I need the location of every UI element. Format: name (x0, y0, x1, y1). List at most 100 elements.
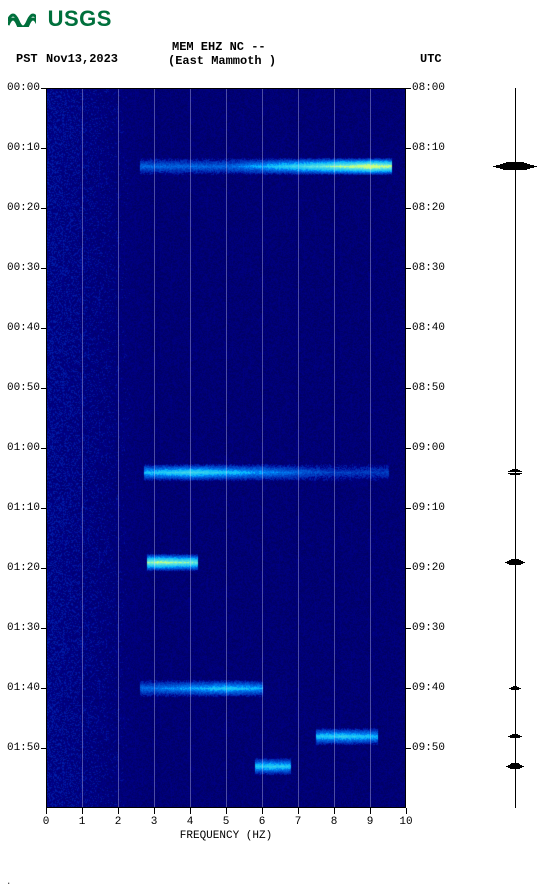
y-tick-right-label: 09:40 (412, 682, 445, 694)
usgs-logo: USGS (8, 6, 112, 32)
y-tick-left (41, 688, 46, 689)
y-tick-right-label: 08:10 (412, 142, 445, 154)
station-code: MEM EHZ NC -- (172, 40, 266, 54)
y-tick-right (406, 328, 411, 329)
amplitude-trace (490, 88, 540, 808)
y-tick-right-label: 08:40 (412, 322, 445, 334)
y-tick-right (406, 628, 411, 629)
y-tick-right-label: 09:30 (412, 622, 445, 634)
gridline (190, 88, 191, 808)
y-tick-right (406, 568, 411, 569)
y-tick-right-label: 08:30 (412, 262, 445, 274)
x-tick-label: 10 (399, 816, 412, 828)
gridline (118, 88, 119, 808)
x-tick (334, 808, 335, 814)
y-tick-right-label: 09:00 (412, 442, 445, 454)
y-tick-right (406, 748, 411, 749)
y-tick-left-label: 01:40 (7, 682, 40, 694)
gridline (334, 88, 335, 808)
trace-burst (511, 689, 519, 690)
x-tick (370, 808, 371, 814)
y-tick-right (406, 388, 411, 389)
trace-burst (510, 474, 520, 475)
trace-burst (503, 169, 527, 170)
x-tick (154, 808, 155, 814)
y-tick-right (406, 148, 411, 149)
gridline (226, 88, 227, 808)
y-tick-left-label: 00:00 (7, 82, 40, 94)
gridline (154, 88, 155, 808)
x-tick-label: 6 (259, 816, 266, 828)
tz-right-label: UTC (420, 52, 442, 66)
y-tick-left (41, 628, 46, 629)
x-tick (82, 808, 83, 814)
x-tick (262, 808, 263, 814)
y-tick-left-label: 00:40 (7, 322, 40, 334)
y-tick-left (41, 88, 46, 89)
gridline (82, 88, 83, 808)
y-tick-left-label: 01:30 (7, 622, 40, 634)
spectrogram-plot: 012345678910 FREQUENCY (HZ) 00:0008:0000… (46, 88, 406, 808)
footnote: . (6, 877, 11, 887)
x-tick-label: 2 (115, 816, 122, 828)
y-tick-left-label: 01:50 (7, 742, 40, 754)
y-tick-right (406, 88, 411, 89)
x-tick-label: 0 (43, 816, 50, 828)
x-tick (118, 808, 119, 814)
y-tick-left-label: 00:10 (7, 142, 40, 154)
x-tick (190, 808, 191, 814)
page-root: { "logo": { "text": "USGS", "color": "#0… (0, 0, 552, 893)
y-tick-left (41, 508, 46, 509)
y-tick-left (41, 388, 46, 389)
y-tick-right-label: 08:00 (412, 82, 445, 94)
y-tick-right (406, 208, 411, 209)
trace-burst (510, 737, 520, 738)
x-tick (46, 808, 47, 814)
y-tick-left-label: 00:20 (7, 202, 40, 214)
x-tick-label: 3 (151, 816, 158, 828)
usgs-logo-text: USGS (48, 6, 112, 32)
gridline (370, 88, 371, 808)
trace-baseline (515, 88, 516, 808)
y-tick-left (41, 208, 46, 209)
tz-left-label: PST (16, 52, 38, 66)
trace-burst (510, 768, 521, 769)
x-tick (406, 808, 407, 814)
y-tick-right-label: 09:50 (412, 742, 445, 754)
y-tick-left-label: 01:10 (7, 502, 40, 514)
y-tick-right-label: 09:20 (412, 562, 445, 574)
y-tick-right-label: 08:50 (412, 382, 445, 394)
y-tick-right (406, 268, 411, 269)
y-tick-left (41, 268, 46, 269)
x-tick-label: 8 (331, 816, 338, 828)
x-tick (298, 808, 299, 814)
gridline (262, 88, 263, 808)
y-tick-left-label: 00:30 (7, 262, 40, 274)
y-tick-left (41, 148, 46, 149)
x-tick-label: 9 (367, 816, 374, 828)
y-tick-right (406, 448, 411, 449)
spectrogram-canvas-bg (46, 88, 406, 808)
x-axis-label: FREQUENCY (HZ) (46, 830, 406, 842)
gridline (298, 88, 299, 808)
y-tick-right-label: 08:20 (412, 202, 445, 214)
usgs-wave-icon (8, 7, 36, 32)
y-tick-left-label: 00:50 (7, 382, 40, 394)
y-tick-left (41, 328, 46, 329)
y-tick-left-label: 01:20 (7, 562, 40, 574)
x-tick (226, 808, 227, 814)
trace-burst (509, 564, 521, 565)
y-tick-left (41, 748, 46, 749)
date-label: Nov13,2023 (46, 52, 118, 66)
station-name: (East Mammoth ) (168, 54, 276, 68)
y-tick-right (406, 508, 411, 509)
x-tick-label: 5 (223, 816, 230, 828)
x-tick-label: 7 (295, 816, 302, 828)
y-tick-left-label: 01:00 (7, 442, 40, 454)
x-tick-label: 4 (187, 816, 194, 828)
y-tick-left (41, 568, 46, 569)
y-tick-left (41, 448, 46, 449)
x-tick-label: 1 (79, 816, 86, 828)
y-tick-right (406, 688, 411, 689)
y-tick-right-label: 09:10 (412, 502, 445, 514)
